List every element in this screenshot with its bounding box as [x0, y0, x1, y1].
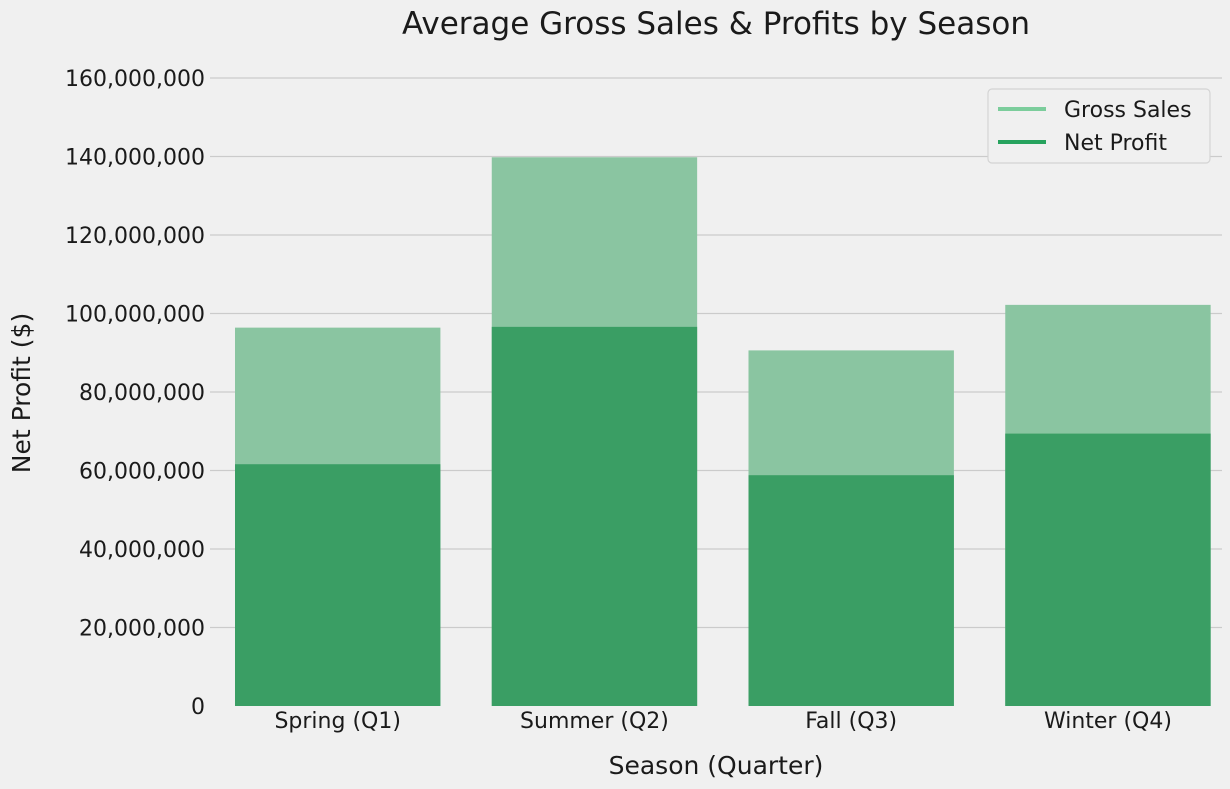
- legend-items: Gross Sales Net Profit: [998, 98, 1192, 156]
- bar-net-profit: [1005, 433, 1211, 706]
- y-axis-label: Net Profit ($): [7, 313, 36, 473]
- y-tick-label: 80,000,000: [79, 381, 205, 406]
- bar-net-profit: [748, 475, 954, 706]
- y-tick-label: 60,000,000: [79, 460, 205, 485]
- y-tick-label: 120,000,000: [65, 224, 205, 249]
- y-tick-label: 100,000,000: [65, 303, 205, 328]
- y-tick-label: 0: [191, 695, 205, 720]
- y-tick-label: 140,000,000: [65, 146, 205, 171]
- x-axis-label: Season (Quarter): [609, 751, 824, 780]
- bars: [235, 157, 1211, 706]
- legend-label: Gross Sales: [1064, 98, 1192, 123]
- legend-label: Net Profit: [1064, 131, 1167, 156]
- x-axis-ticks: Spring (Q1) Summer (Q2) Fall (Q3) Winter (Q…: [274, 709, 1171, 734]
- y-tick-label: 40,000,000: [79, 538, 205, 563]
- y-tick-label: 160,000,000: [65, 67, 205, 92]
- y-axis-ticks: 0 20,000,000 40,000,000 60,000,000 80,000,00…: [65, 67, 205, 720]
- x-tick-label: Spring (Q1): [274, 709, 400, 734]
- bar-net-profit: [491, 326, 698, 706]
- x-tick-label: Winter (Q4): [1044, 709, 1172, 734]
- chart-title: Average Gross Sales & Profits by Season: [402, 6, 1030, 42]
- x-tick-label: Fall (Q3): [805, 709, 897, 734]
- x-tick-label: Summer (Q2): [520, 709, 669, 734]
- bar-net-profit: [235, 464, 441, 706]
- legend: Gross Sales Net Profit: [987, 88, 1211, 164]
- y-tick-label: 20,000,000: [79, 617, 205, 642]
